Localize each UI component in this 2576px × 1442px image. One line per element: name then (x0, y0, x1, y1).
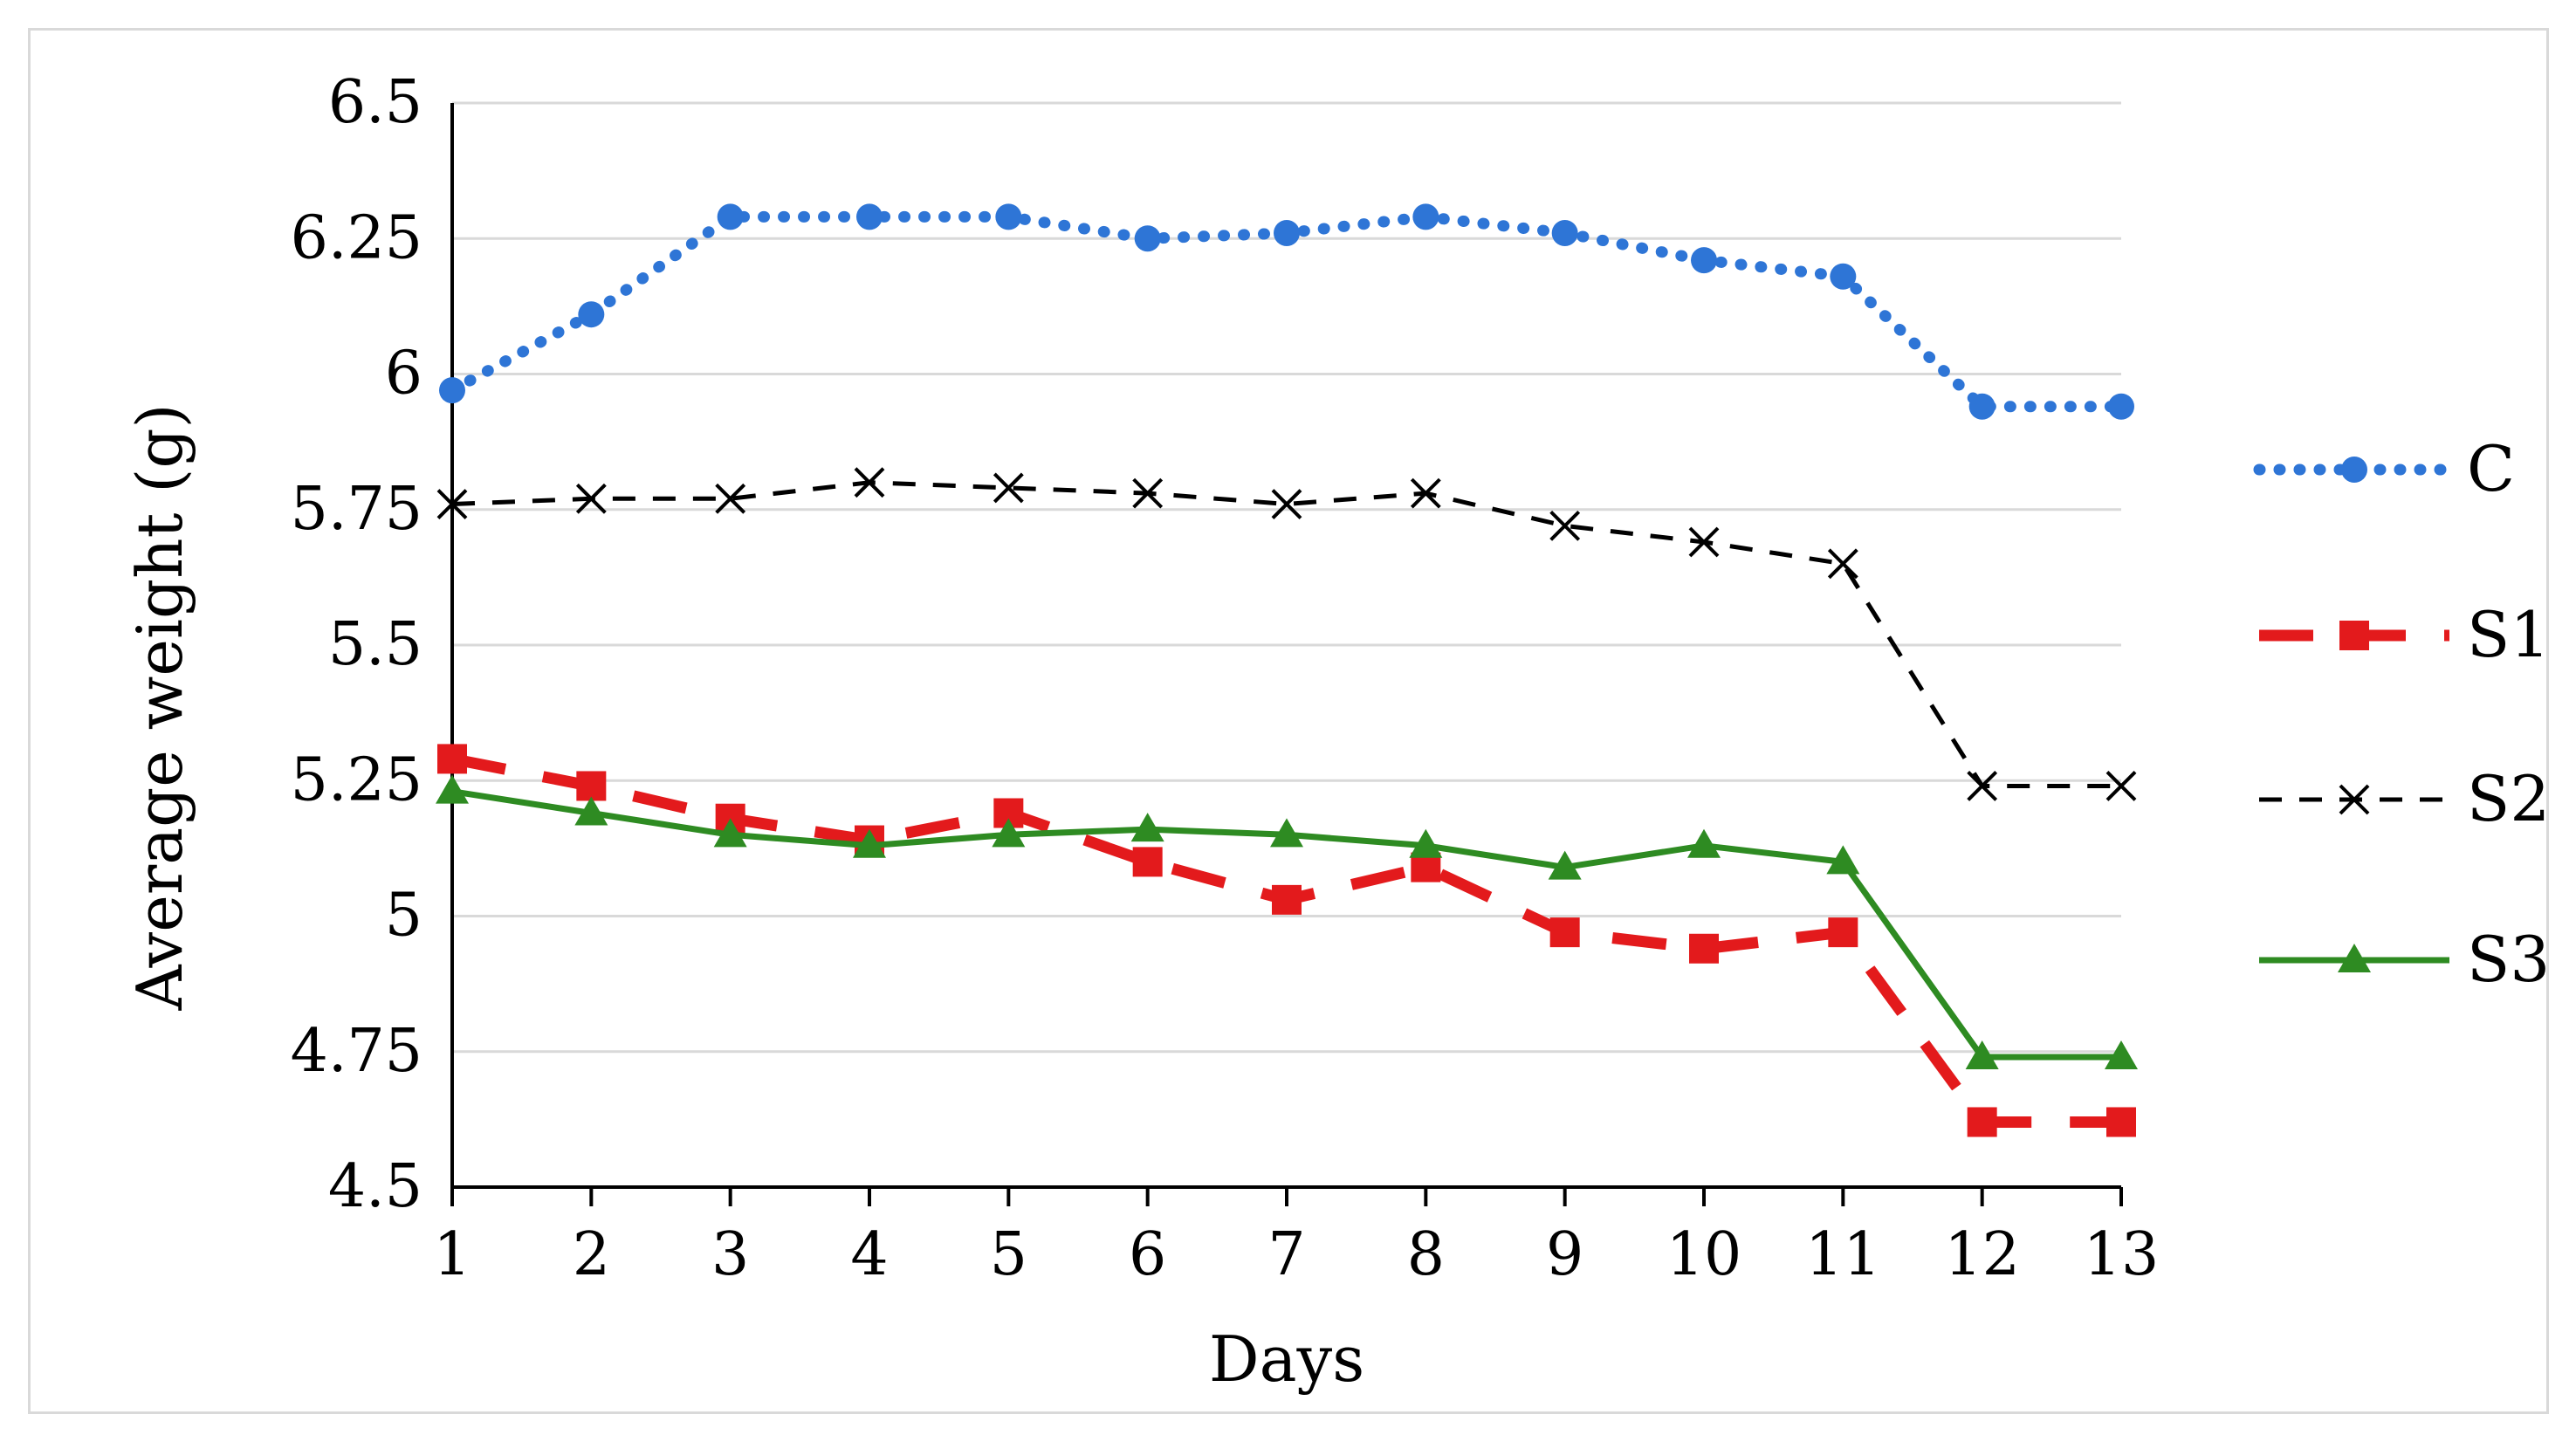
legend-label: S1 (2467, 598, 2550, 671)
legend-swatch-marker (2341, 457, 2367, 483)
data-point-s3 (574, 796, 608, 826)
data-point-s2 (715, 483, 746, 514)
y-tick-label: 6 (385, 340, 422, 409)
data-point-s2 (2105, 771, 2137, 801)
y-tick-label: 5.25 (291, 745, 422, 814)
data-point-c (717, 203, 744, 230)
data-point-s1 (576, 771, 607, 801)
data-point-s1 (2106, 1107, 2136, 1137)
data-point-s2 (1549, 510, 1581, 541)
data-point-s3 (713, 818, 747, 848)
legend: C S1 S2 S3 (2253, 432, 2550, 996)
gridlines (452, 101, 2121, 1054)
data-point-s2 (1827, 548, 1858, 580)
legend-item: S1 (2259, 598, 2550, 671)
data-point-s1 (1967, 1107, 1997, 1137)
data-point-s3 (1548, 850, 1582, 880)
data-point-s1 (1272, 884, 1302, 915)
data-point-c (995, 203, 1022, 230)
x-tick-label: 9 (1546, 1220, 1583, 1289)
legend-swatch-marker (2338, 944, 2371, 972)
data-point-s3 (1130, 813, 1164, 842)
data-point-s1 (1549, 917, 1580, 948)
data-point-c (856, 203, 883, 230)
legend-swatch-marker (2339, 621, 2369, 650)
series-c (439, 203, 2134, 420)
data-point-c (1551, 220, 1578, 247)
x-tick-label: 6 (1129, 1220, 1166, 1289)
data-point-s2 (1132, 477, 1164, 509)
data-point-s2 (993, 472, 1024, 504)
series-s1 (437, 744, 2136, 1137)
axes (450, 103, 2123, 1206)
data-point-c (1830, 263, 1857, 290)
x-tick-label: 1 (433, 1220, 471, 1289)
x-tick-label: 2 (573, 1220, 610, 1289)
y-tick-label: 4.5 (328, 1152, 422, 1221)
x-tick-label: 5 (990, 1220, 1027, 1289)
series-line-s2 (451, 480, 2121, 788)
data-point-c (1412, 203, 1439, 230)
series-group (436, 203, 2138, 1137)
data-point-s2 (1688, 526, 1720, 558)
data-point-s3 (2105, 1040, 2138, 1069)
data-point-s1 (437, 744, 467, 774)
data-point-c (1274, 220, 1300, 247)
x-tick-label: 13 (2084, 1220, 2160, 1289)
data-point-c (1134, 225, 1161, 252)
data-point-s2 (854, 467, 885, 498)
y-tick-label: 6.5 (328, 68, 422, 137)
x-tick-label: 3 (711, 1220, 749, 1289)
data-point-s3 (992, 818, 1026, 848)
data-point-c (1691, 247, 1717, 274)
data-point-s2 (1967, 771, 1998, 801)
legend-swatch-marker (2339, 784, 2370, 815)
legend-label: S3 (2467, 923, 2550, 996)
data-point-c (2108, 393, 2134, 420)
legend-label: S2 (2467, 762, 2550, 835)
data-point-s2 (1271, 489, 1302, 519)
data-point-s1 (1828, 917, 1858, 948)
x-tick-label: 11 (1805, 1220, 1881, 1289)
y-axis-title: Average weight (g) (123, 403, 196, 1011)
x-tick-label: 10 (1666, 1220, 1742, 1289)
series-line-s1 (450, 753, 2121, 1128)
x-axis-title: Days (1209, 1322, 1364, 1396)
legend-label: C (2467, 432, 2515, 505)
x-tick-label: 4 (850, 1220, 888, 1289)
data-point-s3 (1826, 845, 1860, 875)
data-point-c (578, 301, 605, 328)
y-tick-label: 5.75 (291, 475, 422, 544)
data-point-s2 (575, 483, 607, 514)
y-tick-label: 5 (385, 882, 422, 951)
legend-item: S2 (2259, 762, 2550, 835)
x-tick-label: 7 (1267, 1220, 1305, 1289)
legend-item: C (2253, 432, 2515, 505)
series-s3 (436, 774, 2138, 1069)
data-point-s3 (1409, 828, 1443, 858)
data-point-c (1968, 393, 1996, 420)
x-tick-label: 8 (1407, 1220, 1445, 1289)
y-tick-label: 5.5 (328, 610, 422, 679)
data-point-s3 (1965, 1040, 1999, 1069)
series-s2 (436, 467, 2137, 801)
data-point-s3 (1687, 828, 1721, 858)
data-point-s3 (853, 828, 886, 858)
legend-item: S3 (2259, 923, 2550, 996)
x-tick-label: 12 (1944, 1220, 2020, 1289)
data-point-s1 (1132, 847, 1163, 877)
data-point-c (439, 377, 465, 404)
data-point-s1 (1689, 933, 1719, 964)
y-tick-label: 4.75 (291, 1017, 422, 1086)
data-point-s3 (1270, 818, 1303, 848)
data-point-s2 (1410, 477, 1441, 509)
y-tick-label: 6.25 (291, 203, 422, 272)
chart-frame (28, 28, 2549, 1414)
data-point-s2 (436, 489, 468, 519)
data-point-s3 (436, 774, 469, 804)
